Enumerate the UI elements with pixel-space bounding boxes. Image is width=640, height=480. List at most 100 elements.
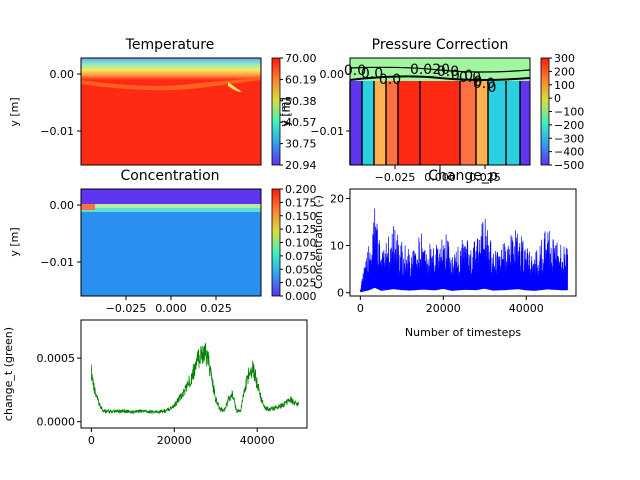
pressure-contour-label-8: 0.0 <box>473 76 495 92</box>
concentration-xticks: −0.025 0.000 0.025 <box>106 296 232 315</box>
pressure-colorbar-tick-2: 100 <box>554 79 575 92</box>
pressure-contour-label-0: 0.0 <box>344 63 366 79</box>
pressure-contour-label-9: 0 <box>488 80 497 96</box>
pressure-colorbar-tick-1: 200 <box>554 65 575 78</box>
temperature-colorbar-ticks: 70.00 60.19 50.38 40.57 30.75 20.94 <box>280 52 317 172</box>
concentration-colorbar-tick-6: 0.050 <box>285 263 317 276</box>
concentration-xtick-1: 0.000 <box>155 302 187 315</box>
pressure-stripe-6 <box>460 81 476 165</box>
concentration-xtick-0: −0.025 <box>106 302 147 315</box>
temperature-ylabel: y [m] <box>8 97 21 126</box>
pressure-stripes <box>349 81 530 165</box>
change-t-xtick-2: 40000 <box>240 434 275 447</box>
pressure-ytick-1: −0.01 <box>310 125 344 138</box>
pressure-yticks: 0.00 −0.01 <box>310 68 350 138</box>
concentration-colorbar-tick-0: 0.200 <box>285 183 317 196</box>
temperature-colorbar <box>271 57 281 166</box>
pressure-stripe-1 <box>362 81 374 165</box>
change-p-xtick-1: 20000 <box>426 302 461 315</box>
pressure-ytick-0: 0.00 <box>320 68 345 81</box>
pressure-contour-upper <box>349 66 531 73</box>
pressure-contour-label-7: 0 <box>474 74 483 90</box>
change-p-ytick-2: 20 <box>330 192 344 205</box>
temperature-ytick-1: −0.01 <box>40 125 74 138</box>
concentration-colorbar-tick-2: 0.150 <box>285 210 317 223</box>
pressure-stripe-5 <box>420 81 460 165</box>
pressure-colorbar-tick-8: −500 <box>554 159 584 172</box>
temperature-colorbar-tick-3: 40.57 <box>285 116 317 129</box>
pressure-stripe-7 <box>476 81 488 165</box>
concentration-ylabel: y [m] <box>8 227 21 256</box>
change-t-ticks: 0 20000 40000 0.0000 0.0005 <box>37 352 275 447</box>
pressure-colorbar-tick-3: 0 <box>554 92 561 105</box>
pressure-stripe-4 <box>398 81 420 165</box>
pressure-panel: Pressure Correction 0.00.00.00.0200.00.0… <box>278 37 584 184</box>
temperature-plume <box>81 78 261 91</box>
concentration-colorbar-tick-8: 0.000 <box>285 290 317 303</box>
pressure-colorbar-tick-7: −400 <box>554 146 584 159</box>
change-p-xtick-2: 40000 <box>509 302 544 315</box>
change-t-plot <box>91 343 300 415</box>
pressure-contour-label-6: 0.0 <box>459 70 481 86</box>
pressure-colorbar-tick-5: −200 <box>554 119 584 132</box>
temperature-colorbar-tick-0: 70.00 <box>285 52 317 65</box>
concentration-colorbar-label: Concentration (-) <box>312 195 325 289</box>
change-t-series-line <box>91 343 300 415</box>
change-p-xlabel: Number of timesteps <box>405 326 521 339</box>
change-t-ytick-0: 0.0000 <box>37 416 76 429</box>
temperature-axes-frame <box>80 57 262 166</box>
pressure-stripe-9 <box>506 81 520 165</box>
concentration-colorbar-tick-1: 0.175 <box>285 196 317 209</box>
temperature-colorbar-tick-4: 30.75 <box>285 138 317 151</box>
temperature-colorbar-label: y [m] <box>280 97 293 126</box>
pressure-colorbar-tick-0: 300 <box>554 52 575 65</box>
concentration-ytick-0: 0.00 <box>50 199 75 212</box>
pressure-stripe-2 <box>374 81 386 165</box>
temperature-ytick-0: 0.00 <box>50 68 75 81</box>
concentration-low-band <box>81 208 261 212</box>
concentration-ytick-1: −0.01 <box>40 256 74 269</box>
concentration-colorbar-tick-3: 0.125 <box>285 223 317 236</box>
concentration-panel: Concentration 0.00 −0.01 y [m] −0.025 0.… <box>8 168 325 315</box>
change-t-xtick-1: 20000 <box>157 434 192 447</box>
pressure-contour-label-4: 0.0 <box>437 64 459 80</box>
change-p-series-line <box>360 208 569 293</box>
concentration-title: Concentration <box>120 168 219 184</box>
temperature-title: Temperature <box>125 37 215 53</box>
pressure-stripe-0 <box>350 81 362 165</box>
concentration-colorbar <box>271 188 281 297</box>
concentration-colorbar-tick-4: 0.100 <box>285 237 317 250</box>
temperature-panel: Temperature 0.00 −0.01 y [m] 70.00 60.19 5… <box>8 37 317 172</box>
pressure-xtick-0: −0.025 <box>375 171 416 184</box>
temperature-colorbar-tick-1: 60.19 <box>285 73 317 86</box>
change-t-panel: 0 20000 40000 0.0000 0.0005 change_t (green) <box>2 319 308 447</box>
concentration-top-band <box>81 189 261 204</box>
concentration-colorbar-ticks: 0.2000.1750.1500.1250.1000.0750.0500.025… <box>280 183 317 303</box>
change-p-panel: Change_p 0 20000 40000 0 10 20 Number of time… <box>330 168 577 339</box>
pressure-contour-label-1: 0.0 <box>361 66 383 82</box>
concentration-xtick-2: 0.025 <box>200 302 232 315</box>
pressure-stripe-10 <box>520 81 530 165</box>
change-t-xtick-0: 0 <box>88 434 95 447</box>
change-p-ytick-0: 0 <box>337 287 344 300</box>
concentration-colorbar-tick-7: 0.025 <box>285 277 317 290</box>
pressure-ylabel: y [m] <box>278 97 291 126</box>
change-t-ytick-1: 0.0005 <box>37 352 76 365</box>
pressure-colorbar-tick-4: −100 <box>554 106 584 119</box>
pressure-contour-label-5: 0.0 <box>451 68 473 84</box>
pressure-contour-label-2: 0.0 <box>379 72 401 88</box>
change-p-plot <box>360 208 569 293</box>
temperature-yticks: 0.00 −0.01 <box>40 68 81 138</box>
pressure-stripe-8 <box>488 81 506 165</box>
temperature-colorbar-tick-2: 50.38 <box>285 95 317 108</box>
concentration-inlet <box>81 204 95 210</box>
pressure-xtick-2: 0.025 <box>469 171 501 184</box>
temperature-plume-tip <box>228 82 242 92</box>
change-p-title: Change_p <box>428 168 498 184</box>
change-t-ylabel: change_t (green) <box>2 327 15 421</box>
pressure-xtick-1: 0.000 <box>424 171 456 184</box>
pressure-title: Pressure Correction <box>372 37 509 53</box>
change-t-axes-frame <box>80 319 308 429</box>
